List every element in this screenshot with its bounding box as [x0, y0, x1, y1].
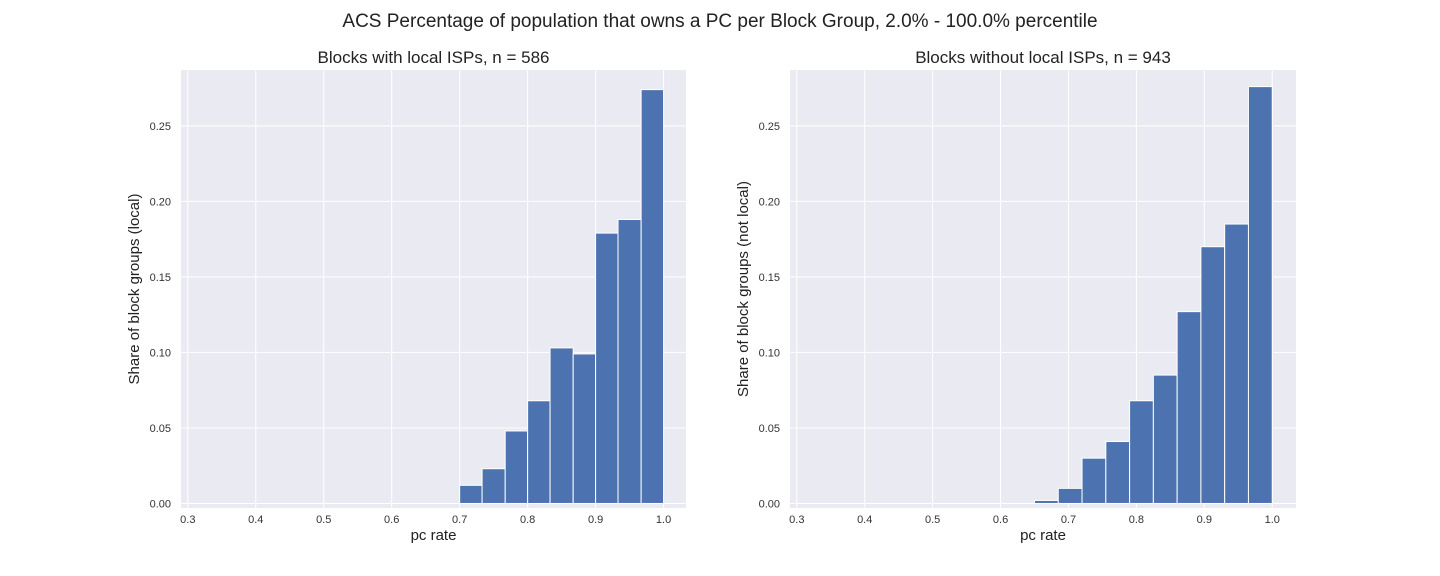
histogram-bar: [572, 353, 597, 504]
x-tick-label: 0.4: [857, 514, 872, 526]
x-tick-label: 0.6: [993, 514, 1008, 526]
right-histogram: 0.3 0.4 0.5 0.6 0.7 0.8 0.9 1.0 0.00 0.05 0.10 0.15…: [735, 48, 1296, 544]
x-tick-label: 0.8: [1129, 514, 1144, 526]
histogram-bar: [504, 430, 529, 504]
histogram-bar: [1224, 223, 1249, 504]
histogram-bar: [1081, 457, 1107, 504]
x-tick-label: 0.5: [316, 514, 331, 526]
x-tick-label: 0.9: [588, 514, 603, 526]
x-tick-label: 0.7: [1061, 514, 1076, 526]
x-axis-label: pc rate: [1020, 527, 1066, 544]
left-histogram: 0.3 0.4 0.5 0.6 0.7 0.8 0.9 1.0 0.00 0.05 0.10 0.15…: [126, 48, 686, 544]
y-tick-label: 0.10: [759, 347, 780, 359]
y-tick-label: 0.15: [150, 272, 171, 284]
histogram-bar: [1200, 246, 1226, 504]
y-tick-label: 0.25: [759, 121, 780, 133]
y-tick-label: 0.10: [150, 347, 171, 359]
x-tick-label: 0.7: [452, 514, 467, 526]
y-axis-label: Share of block groups (not local): [735, 181, 752, 397]
histogram-bar: [459, 484, 483, 504]
y-axis-label: Share of block groups (local): [126, 194, 143, 385]
y-tick-label: 0.15: [759, 272, 780, 284]
x-tick-label: 0.9: [1197, 514, 1212, 526]
x-axis-label: pc rate: [411, 527, 457, 544]
histogram-bar: [617, 219, 642, 504]
y-tick-label: 0.25: [150, 121, 171, 133]
y-tick-label: 0.00: [759, 498, 780, 510]
histogram-bar: [1176, 311, 1202, 504]
histogram-bar: [1034, 499, 1059, 504]
y-tick-label: 0.00: [150, 498, 171, 510]
y-tick-label: 0.20: [759, 196, 780, 208]
histogram-bar: [481, 468, 506, 504]
figure-title: ACS Percentage of population that owns a…: [342, 11, 1097, 32]
histogram-bar: [1247, 86, 1273, 504]
x-tick-label: 0.5: [925, 514, 940, 526]
histogram-bar: [1152, 374, 1178, 504]
axes-title: Blocks with local ISPs, n = 586: [318, 48, 550, 67]
x-tick-label: 0.8: [520, 514, 535, 526]
axes-title: Blocks without local ISPs, n = 943: [915, 48, 1171, 67]
y-tick-label: 0.05: [150, 423, 171, 435]
y-tick-label: 0.05: [759, 423, 780, 435]
histogram-bar: [549, 347, 574, 504]
x-tick-label: 0.3: [789, 514, 804, 526]
histogram-bar: [1129, 400, 1154, 504]
y-tick-label: 0.20: [150, 196, 171, 208]
x-tick-label: 0.6: [384, 514, 399, 526]
x-tick-label: 1.0: [656, 514, 671, 526]
histogram-bar: [527, 400, 551, 504]
histogram-bar: [1105, 441, 1131, 504]
histogram-bar: [595, 232, 619, 504]
x-tick-label: 0.4: [248, 514, 263, 526]
x-tick-label: 0.3: [180, 514, 195, 526]
histogram-bar: [1057, 487, 1083, 504]
histogram-bar: [640, 89, 665, 504]
x-tick-label: 1.0: [1265, 514, 1280, 526]
